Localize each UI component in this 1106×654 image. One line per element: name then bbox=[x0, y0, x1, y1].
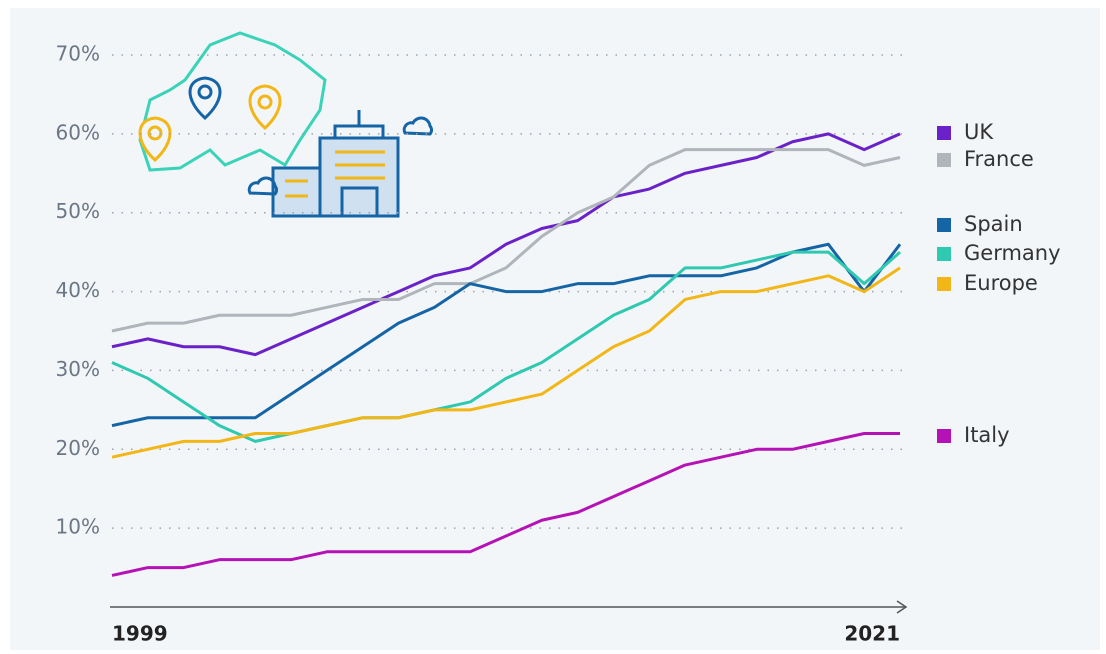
legend-swatch bbox=[937, 277, 951, 291]
axis-arrow bbox=[896, 600, 908, 614]
legend-swatch bbox=[937, 126, 951, 140]
y-tick-label: 20% bbox=[56, 436, 100, 460]
y-tick-label: 40% bbox=[56, 278, 100, 302]
legend-label: Spain bbox=[964, 212, 1023, 236]
x-tick-label: 2021 bbox=[844, 622, 900, 646]
background bbox=[10, 8, 1100, 650]
legend-label: Germany bbox=[964, 241, 1061, 265]
legend-swatch bbox=[937, 247, 951, 261]
line bbox=[111, 266, 901, 459]
legend-label: France bbox=[964, 147, 1034, 171]
line bbox=[111, 432, 900, 577]
y-tick-label: 30% bbox=[56, 357, 100, 381]
y-tick-label: 70% bbox=[56, 42, 100, 66]
line bbox=[111, 132, 901, 357]
legend-swatch bbox=[937, 218, 951, 232]
legend-label: Europe bbox=[964, 271, 1038, 295]
legend-label: UK bbox=[964, 120, 994, 144]
line bbox=[111, 242, 902, 428]
x-tick-label: 1999 bbox=[112, 622, 168, 646]
illustration bbox=[138, 31, 433, 218]
line bbox=[111, 148, 901, 333]
legend-label: Italy bbox=[964, 423, 1010, 447]
legend-swatch bbox=[937, 153, 951, 167]
y-tick-label: 50% bbox=[56, 199, 100, 223]
legend-swatch bbox=[937, 429, 951, 443]
y-tick-label: 10% bbox=[56, 515, 100, 539]
y-tick-label: 60% bbox=[56, 120, 100, 144]
